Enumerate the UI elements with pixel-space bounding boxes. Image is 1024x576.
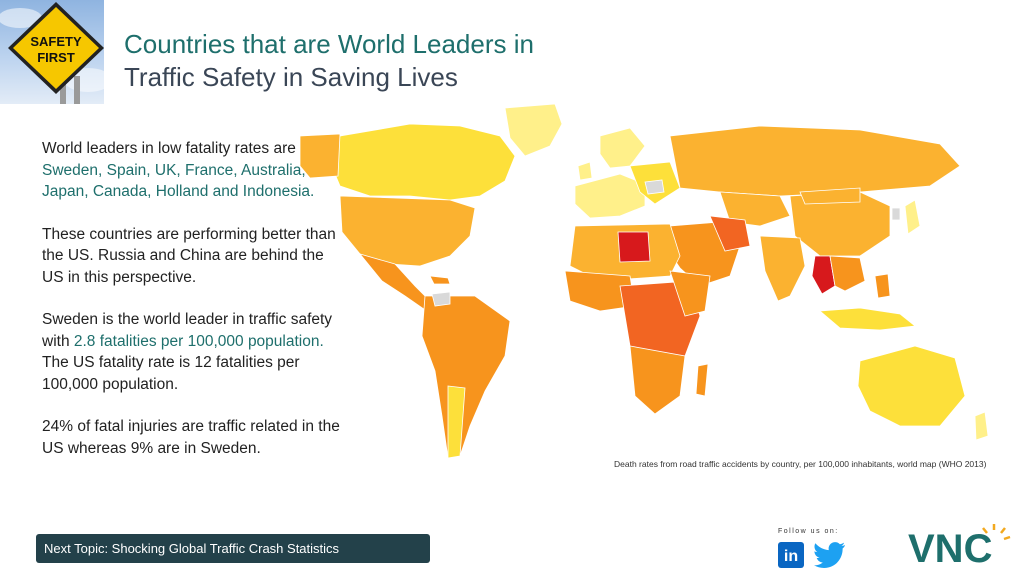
follow-us-label: Follow us on: [778, 528, 839, 535]
map-western-europe [574, 173, 646, 219]
map-caribbean [429, 275, 451, 285]
safety-sign-icon: SAFETY FIRST [0, 2, 104, 104]
map-new-zealand [974, 411, 989, 441]
vnc-logo: VNC [908, 524, 1011, 568]
slide-title: Countries that are World Leaders in Traf… [124, 28, 534, 94]
map-philippines [874, 273, 891, 299]
p3-highlight: 2.8 fatalities per 100,000 population. [73, 332, 324, 350]
map-alaska [300, 133, 341, 179]
brand-name: VNC [908, 527, 992, 568]
safety-first-logo: SAFETY FIRST [0, 0, 104, 104]
paragraph-leaders: World leaders in low fatality rates are … [42, 138, 342, 203]
map-india [759, 235, 806, 302]
map-indonesia [818, 307, 917, 331]
paragraph-sweden: Sweden is the world leader in traffic sa… [42, 309, 342, 395]
title-line-1: Countries that are World Leaders in [124, 29, 534, 59]
next-topic-banner[interactable]: Next Topic: Shocking Global Traffic Cras… [36, 534, 430, 563]
map-west-africa [564, 270, 636, 312]
map-japan [904, 199, 921, 235]
map-europe-nodata [644, 179, 665, 195]
sunburst-icon [982, 524, 1011, 541]
sign-line1: SAFETY [30, 34, 82, 49]
paragraph-comparison: These countries are performing better th… [42, 225, 336, 286]
twitter-icon[interactable] [814, 542, 846, 568]
p3-text-end: The US fatality rate is 12 fatalities pe… [42, 354, 300, 393]
map-usa [339, 195, 476, 267]
p3-text: Sweden is the world leader in traffic sa… [42, 311, 333, 350]
map-korea-nodata [891, 207, 901, 221]
map-chile-argentina [447, 385, 466, 459]
map-scandinavia [599, 127, 646, 169]
p1-highlight: Sweden, Spain, UK, France, Australia, Ja… [42, 161, 315, 201]
map-southern-africa [629, 345, 686, 415]
world-map [300, 103, 989, 459]
map-east-africa [669, 270, 711, 317]
map-south-america [421, 295, 511, 459]
map-thailand [811, 255, 836, 295]
map-libya [617, 231, 651, 263]
map-canada [329, 123, 516, 201]
sign-line2: FIRST [37, 50, 75, 65]
map-southeast-asia [829, 255, 866, 292]
map-madagascar [695, 363, 709, 397]
map-central-asia [719, 191, 791, 227]
linkedin-icon[interactable]: in [778, 542, 804, 568]
map-venezuela-nodata [431, 291, 451, 307]
paragraph-injuries: 24% of fatal injuries are traffic relate… [42, 418, 340, 457]
map-greenland [504, 103, 563, 157]
linkedin-glyph: in [784, 548, 798, 565]
p1-text: World leaders in low fatality rates are [42, 140, 296, 157]
title-line-2: Traffic Safety in Saving Lives [124, 62, 458, 92]
map-caption: Death rates from road traffic accidents … [614, 459, 987, 469]
body-text: World leaders in low fatality rates are … [42, 138, 342, 480]
map-russia [669, 125, 961, 197]
map-australia [857, 345, 966, 427]
map-uk [577, 161, 593, 181]
map-mongolia [799, 187, 861, 205]
map-iran [709, 215, 751, 252]
